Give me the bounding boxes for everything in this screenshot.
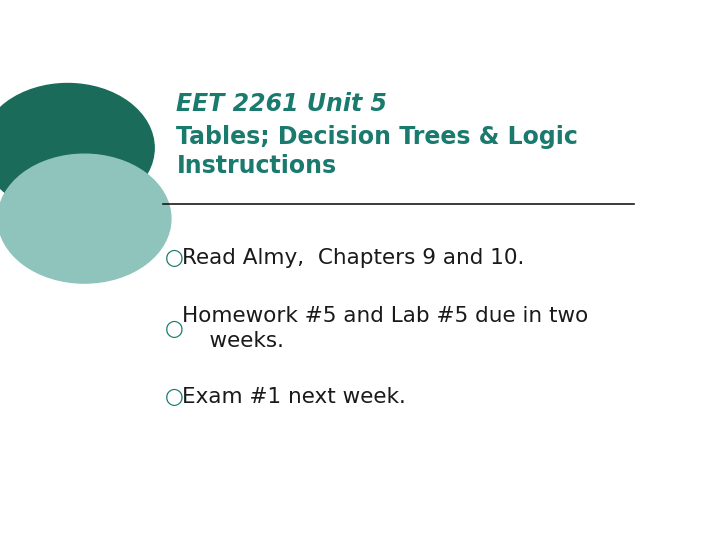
Circle shape [0,154,171,283]
Circle shape [0,84,154,212]
Text: ○: ○ [166,319,184,339]
Text: ○: ○ [166,387,184,408]
Text: Read Almy,  Chapters 9 and 10.: Read Almy, Chapters 9 and 10. [182,248,524,268]
Text: EET 2261 Unit 5: EET 2261 Unit 5 [176,92,387,116]
Text: ○: ○ [166,248,184,268]
Text: Homework #5 and Lab #5 due in two
    weeks.: Homework #5 and Lab #5 due in two weeks. [182,306,588,351]
Text: Exam #1 next week.: Exam #1 next week. [182,387,406,408]
Text: Tables; Decision Trees & Logic
Instructions: Tables; Decision Trees & Logic Instructi… [176,125,578,178]
